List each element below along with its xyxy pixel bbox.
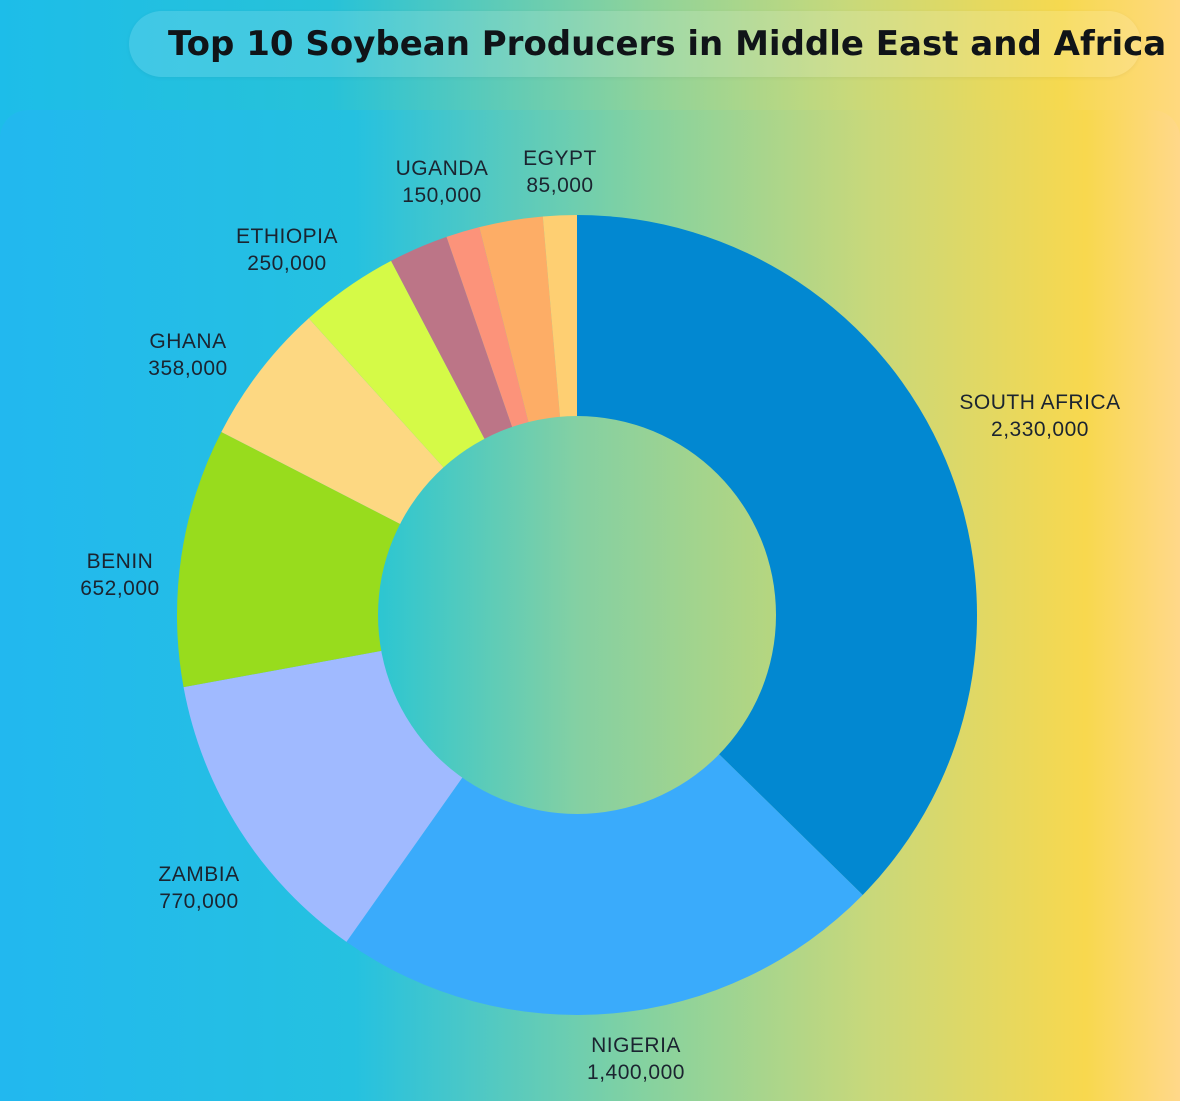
donut-hole: [378, 416, 776, 814]
label-value-uganda: 150,000: [402, 184, 481, 207]
chart-title: Top 10 Soybean Producers in Middle East …: [168, 24, 1167, 64]
label-name-ghana: GHANA: [149, 330, 226, 353]
label-name-south-africa: SOUTH AFRICA: [959, 391, 1120, 414]
label-value-egypt: 85,000: [526, 174, 593, 197]
label-value-nigeria: 1,400,000: [587, 1061, 685, 1084]
slice-south-africa: [577, 215, 978, 895]
label-value-south-africa: 2,330,000: [991, 418, 1089, 441]
label-value-ghana: 358,000: [148, 357, 227, 380]
label-name-benin: BENIN: [87, 550, 154, 573]
label-name-egypt: EGYPT: [523, 147, 597, 170]
slice-nigeria: [346, 615, 863, 1016]
label-value-ethiopia: 250,000: [247, 252, 326, 275]
label-name-zambia: ZAMBIA: [158, 863, 239, 886]
label-name-uganda: UGANDA: [396, 157, 489, 180]
label-value-zambia: 770,000: [159, 890, 238, 913]
title-pill: [129, 11, 1141, 77]
label-name-nigeria: NIGERIA: [591, 1034, 681, 1057]
label-value-benin: 652,000: [80, 577, 159, 600]
label-name-ethiopia: ETHIOPIA: [236, 225, 338, 248]
